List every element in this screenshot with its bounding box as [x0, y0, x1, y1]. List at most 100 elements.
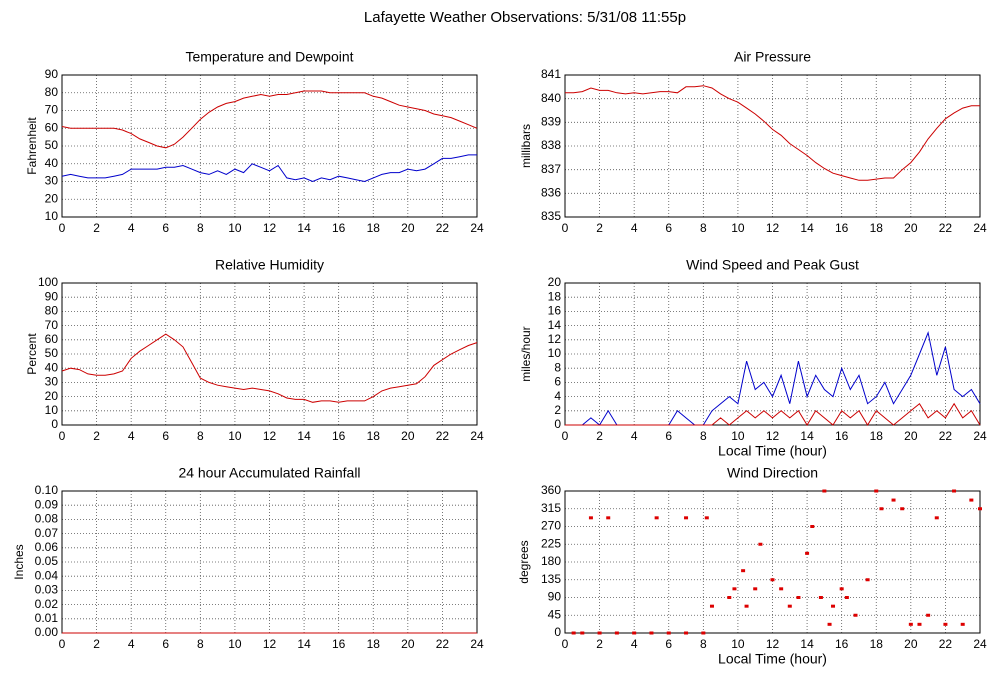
y-tick-label: 8: [554, 360, 561, 374]
x-tick-label: 14: [297, 429, 311, 443]
x-tick-label: 18: [870, 221, 884, 235]
data-point: [952, 489, 957, 493]
y-tick-label: 100: [38, 275, 58, 289]
data-point: [709, 604, 714, 608]
y-tick-label: 80: [45, 304, 59, 318]
x-tick-label: 16: [835, 221, 849, 235]
y-tick-label: 0.03: [35, 583, 59, 597]
data-point: [796, 596, 801, 599]
data-point: [908, 622, 913, 626]
x-tick-label: 22: [436, 429, 450, 443]
y-tick-label: 60: [45, 120, 59, 134]
x-tick-label: 22: [939, 637, 953, 651]
y-tick-label: 841: [541, 67, 561, 81]
x-tick-label: 14: [297, 637, 311, 651]
x-tick-label: 20: [401, 221, 415, 235]
x-tick-label: 8: [197, 637, 204, 651]
x-tick-label: 12: [766, 429, 780, 443]
y-axis-label: miles/hour: [519, 326, 533, 381]
plot-frame: [61, 74, 478, 218]
y-tick-label: 4: [554, 389, 561, 403]
data-point: [822, 489, 827, 493]
data-point: [571, 631, 576, 635]
data-point: [779, 587, 784, 591]
y-tick-label: 16: [548, 304, 562, 318]
y-tick-label: 90: [548, 590, 562, 604]
x-tick-label: 14: [297, 221, 311, 235]
data-point: [865, 578, 870, 582]
y-tick-label: 60: [45, 332, 59, 346]
y-axis-label: millibars: [519, 124, 533, 168]
x-tick-label: 2: [93, 221, 100, 235]
x-tick-label: 12: [263, 429, 277, 443]
y-tick-label: 0.06: [35, 540, 59, 554]
x-tick-label: 16: [332, 429, 346, 443]
y-tick-label: 0.05: [35, 554, 59, 568]
x-tick-label: 12: [766, 221, 780, 235]
x-tick-label: 8: [700, 221, 707, 235]
x-tick-label: 18: [367, 429, 381, 443]
x-tick-label: 2: [93, 429, 100, 443]
x-tick-label: 6: [665, 429, 672, 443]
plot-frame: [564, 490, 981, 634]
x-tick-label: 10: [228, 637, 242, 651]
x-tick-label: 8: [700, 637, 707, 651]
data-line: [565, 85, 980, 181]
y-tick-label: 315: [541, 501, 561, 515]
page-title: Lafayette Weather Observations: 5/31/08 …: [364, 9, 686, 26]
x-tick-label: 20: [401, 637, 415, 651]
y-tick-label: 90: [45, 289, 59, 303]
data-point: [818, 596, 823, 599]
y-tick-label: 20: [548, 275, 562, 289]
x-tick-label: 8: [700, 429, 707, 443]
y-tick-label: 0: [554, 625, 561, 639]
x-tick-label: 24: [973, 221, 987, 235]
y-tick-label: 20: [45, 191, 59, 205]
x-tick-label: 12: [263, 637, 277, 651]
x-tick-label: 6: [162, 637, 169, 651]
y-axis-label: Percent: [25, 333, 39, 375]
data-point: [810, 525, 815, 528]
x-tick-label: 6: [665, 221, 672, 235]
x-tick-label: 20: [904, 637, 918, 651]
x-tick-label: 10: [228, 221, 242, 235]
data-point: [839, 587, 844, 591]
chart-title: Relative Humidity: [215, 257, 324, 273]
y-tick-label: 0.02: [35, 597, 59, 611]
x-tick-label: 22: [436, 637, 450, 651]
y-tick-label: 225: [541, 536, 561, 550]
data-point: [831, 604, 836, 608]
y-tick-label: 90: [45, 67, 59, 81]
x-tick-label: 18: [367, 221, 381, 235]
x-tick-label: 4: [128, 429, 135, 443]
x-tick-label: 8: [197, 429, 204, 443]
x-tick-label: 4: [128, 221, 135, 235]
data-point: [701, 631, 706, 635]
x-tick-label: 20: [401, 429, 415, 443]
x-tick-label: 12: [766, 637, 780, 651]
data-point: [727, 596, 732, 599]
chart-title: 24 hour Accumulated Rainfall: [178, 465, 360, 481]
data-line: [61, 154, 477, 183]
data-point: [753, 587, 758, 591]
y-tick-label: 12: [548, 332, 562, 346]
plot-frame: [564, 74, 981, 218]
data-point: [879, 507, 884, 511]
x-tick-label: 10: [228, 429, 242, 443]
y-tick-label: 18: [548, 289, 562, 303]
y-tick-label: 10: [45, 403, 59, 417]
data-point: [787, 604, 792, 608]
x-tick-label: 16: [835, 637, 849, 651]
y-tick-label: 50: [45, 138, 59, 152]
x-tick-label: 6: [665, 637, 672, 651]
data-point: [917, 622, 922, 626]
data-point: [934, 516, 939, 520]
y-tick-label: 0: [554, 417, 561, 431]
data-point: [606, 516, 611, 520]
y-tick-label: 0.07: [35, 526, 59, 540]
data-point: [741, 569, 746, 573]
y-axis-label: degrees: [517, 540, 531, 583]
plot-frame: [564, 282, 981, 426]
